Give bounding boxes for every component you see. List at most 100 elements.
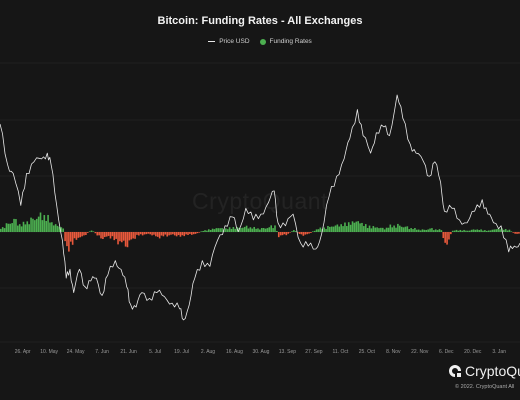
funding-bar [141,232,144,236]
funding-bar [484,230,486,232]
funding-bar [22,221,25,232]
funding-bar [412,229,414,232]
funding-bar [52,225,55,232]
funding-bar [3,228,6,232]
funding-bar [219,228,221,232]
funding-bar [370,228,373,232]
funding-bar [446,232,448,245]
funding-bar [312,231,314,232]
funding-bar [442,232,445,239]
funding-bar [516,232,518,234]
funding-bar [98,232,100,236]
x-tick-label: 30. Aug [252,349,269,355]
funding-bar [468,230,471,232]
funding-bar [264,228,267,232]
funding-bar [510,231,513,232]
funding-bar [17,225,19,232]
funding-bar [353,222,356,232]
funding-bar [143,232,146,235]
funding-bar [86,232,89,233]
funding-bar [495,229,498,232]
funding-bar [190,232,193,235]
funding-bar [474,229,477,232]
funding-bar [272,228,274,232]
funding-bar [387,227,390,232]
funding-bar [355,221,358,232]
funding-bar [58,227,61,232]
funding-bar [107,232,110,236]
funding-bar [306,232,308,235]
funding-bar [506,230,509,232]
funding-bar [315,229,318,232]
funding-bar [491,229,494,232]
funding-bar [253,226,255,232]
funding-bar [145,232,148,235]
funding-bar [380,227,382,232]
funding-bar [138,232,140,236]
funding-bar [266,228,269,232]
funding-bar [493,229,496,232]
x-tick-label: 26. Apr [15,349,31,355]
funding-bar [192,232,195,235]
funding-bar [338,226,341,232]
funding-bar [119,232,121,242]
funding-bar [340,224,342,232]
funding-bar [30,217,32,232]
funding-bar [134,232,136,239]
funding-bar [461,230,463,232]
x-tick-label: 6. Dec [439,349,454,355]
funding-bar [485,230,488,232]
funding-bar [155,232,157,237]
funding-bar [423,229,426,232]
funding-bar [400,226,403,232]
funding-bar [425,229,428,232]
funding-bar [281,232,284,236]
funding-bar [54,224,57,232]
funding-bar [179,232,182,237]
funding-bar [247,228,250,232]
funding-bar [69,232,72,242]
legend-item-price[interactable]: Price USD [208,38,250,45]
chart-title: Bitcoin: Funding Rates - All Exchanges [157,15,363,27]
funding-bar [249,227,252,232]
funding-bar [361,222,363,232]
funding-bar [7,223,10,232]
funding-bar [172,232,174,235]
funding-bar [262,228,265,232]
funding-bar [444,232,446,243]
x-axis-ticks: 26. Apr 10. May 24. May 7. Jun 21. Jun 5. Jul… [15,349,506,355]
funding-bar [139,232,142,235]
funding-bar [113,232,116,241]
funding-bar [96,232,99,236]
funding-bar [436,230,439,232]
x-tick-label: 19. Jul [174,349,189,355]
funding-bar [189,232,191,234]
funding-bar [18,224,21,232]
funding-bar [457,230,460,232]
funding-bar [185,232,187,235]
funding-bar [514,232,516,234]
funding-bar [88,231,91,232]
funding-bar [293,230,295,232]
x-tick-label: 20. Dec [464,349,482,355]
legend-item-funding[interactable]: Funding Rates [259,38,312,45]
funding-bar [300,232,303,235]
funding-bar [487,230,490,232]
funding-bar [427,229,429,232]
funding-bar [347,222,350,232]
funding-bar [319,227,322,232]
funding-bar [406,226,409,232]
funding-bar [251,228,254,232]
legend-label-funding: Funding Rates [269,38,312,45]
funding-bar [151,232,153,236]
funding-bar [450,232,452,235]
funding-bar [11,223,13,232]
funding-bar [1,227,4,232]
x-tick-label: 5. Jul [149,349,161,355]
funding-bar [170,232,172,235]
funding-bar [363,226,365,232]
x-tick-label: 2. Aug [201,349,215,355]
funding-bar [255,228,257,232]
funding-bar [434,229,437,232]
